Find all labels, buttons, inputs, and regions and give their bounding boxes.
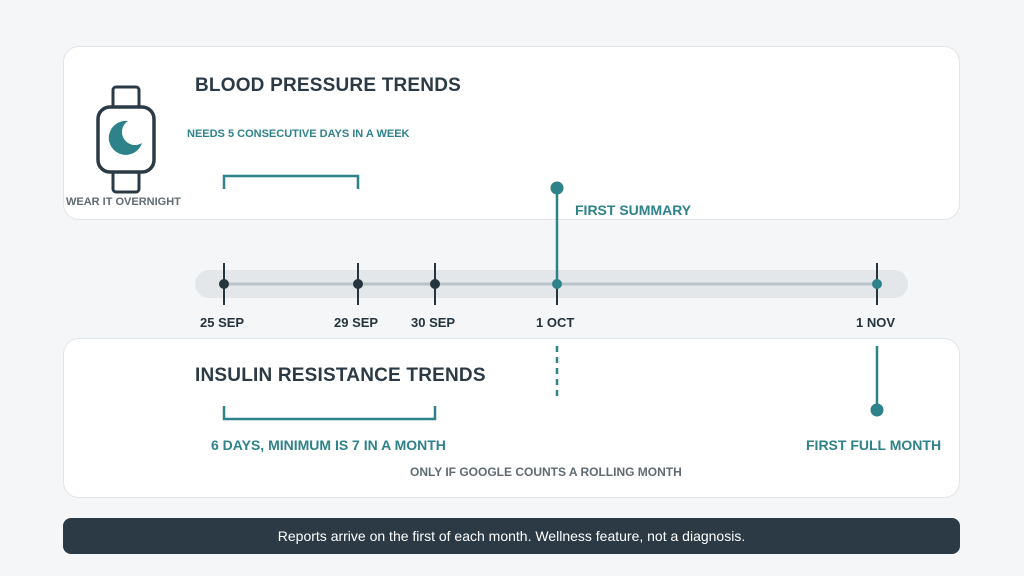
date-label: 1 OCT [536, 315, 575, 330]
first-summary-label: FIRST SUMMARY [575, 202, 692, 218]
wear-note: WEAR IT OVERNIGHT [66, 196, 181, 208]
tick-1-nov [872, 263, 882, 305]
date-label: 29 SEP [334, 315, 379, 330]
date-label: 25 SEP [200, 315, 245, 330]
bp-requirement: NEEDS 5 CONSECUTIVE DAYS IN A WEEK [187, 128, 410, 140]
first-full-month-marker [870, 346, 884, 417]
date-label: 30 SEP [411, 315, 456, 330]
blood-pressure-card [63, 46, 960, 220]
moon-icon [108, 120, 142, 155]
ir-days-bracket [222, 406, 437, 421]
first-summary-marker [550, 181, 564, 284]
tick-25-sep [219, 263, 229, 305]
tick-29-sep [353, 263, 363, 305]
smartwatch-icon [96, 85, 156, 194]
ir-requirement: 6 DAYS, MINIMUM IS 7 IN A MONTH [211, 437, 446, 453]
bp-consecutive-bracket [222, 174, 360, 189]
bp-title: BLOOD PRESSURE TRENDS [195, 75, 462, 96]
insulin-resistance-card [63, 338, 960, 498]
footer-text: Reports arrive on the first of each mont… [277, 528, 746, 544]
ir-note: ONLY IF GOOGLE COUNTS A ROLLING MONTH [410, 465, 682, 479]
footer-banner: Reports arrive on the first of each mont… [63, 518, 960, 554]
ir-title: INSULIN RESISTANCE TRENDS [195, 365, 486, 386]
first-full-month-label: FIRST FULL MONTH [806, 437, 942, 453]
date-label: 1 NOV [856, 315, 896, 330]
tick-30-sep [430, 263, 440, 305]
